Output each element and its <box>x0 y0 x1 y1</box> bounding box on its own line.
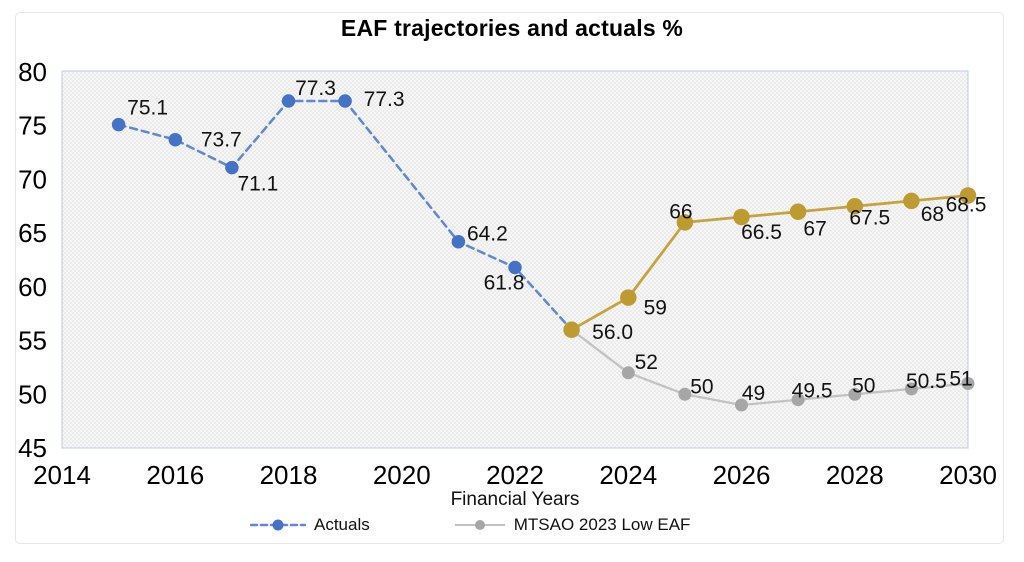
y-tick-label: 55 <box>18 326 47 356</box>
data-label-actuals: 75.1 <box>127 97 168 120</box>
data-label-actuals: 71.1 <box>237 173 278 196</box>
data-point-actuals <box>225 160 239 175</box>
data-point-mtsao_low <box>678 387 692 401</box>
data-label-gold_trajectory: 68 <box>921 203 944 226</box>
y-tick-label: 80 <box>18 57 47 87</box>
data-label-gold_trajectory: 59 <box>644 297 667 320</box>
legend: Actuals MTSAO 2023 Low EAF <box>250 515 690 535</box>
data-label-actuals: 77.3 <box>295 77 336 100</box>
data-label-gold_trajectory: 67.5 <box>849 206 890 229</box>
y-tick-label: 75 <box>18 111 47 141</box>
legend-swatch-mtsao-low-icon <box>454 520 505 530</box>
chart-title: EAF trajectories and actuals % <box>340 15 684 41</box>
x-tick-label: 2022 <box>486 460 544 490</box>
x-tick-label: 2014 <box>33 460 91 490</box>
data-label-gold_trajectory: 67 <box>803 218 826 241</box>
data-point-actuals <box>281 94 296 108</box>
data-point-actuals <box>508 260 522 275</box>
x-axis-title: Financial Years <box>450 489 580 510</box>
data-label-mtsao_low: 49 <box>742 382 765 405</box>
data-point-actuals <box>451 234 466 249</box>
x-tick-label: 2026 <box>713 460 771 490</box>
data-point-mtsao_low <box>848 387 862 401</box>
data-label-mtsao_low: 50 <box>852 374 875 397</box>
data-point-gold_trajectory <box>903 192 920 210</box>
data-point-actuals <box>338 94 352 108</box>
series-line-gold_trajectory <box>570 194 970 332</box>
legend-label-mtsao-low: MTSAO 2023 Low EAF <box>513 515 691 534</box>
y-tick-label: 50 <box>18 379 47 409</box>
legend-item-actuals: Actuals <box>250 515 370 535</box>
data-label-mtsao_low: 49.5 <box>792 380 833 403</box>
series-line-actuals <box>117 99 573 332</box>
legend-item-mtsao-low: MTSAO 2023 Low EAF <box>454 515 691 535</box>
x-tick-label: 2016 <box>146 460 204 490</box>
data-point-mtsao_low <box>961 377 975 390</box>
data-point-actuals <box>168 132 183 147</box>
x-tick-label: 2028 <box>826 460 884 490</box>
y-tick-label: 45 <box>18 433 47 463</box>
data-label-mtsao_low: 50.5 <box>906 370 947 393</box>
data-point-gold_trajectory <box>563 321 580 339</box>
series-line-mtsao_low <box>570 328 970 407</box>
data-label-mtsao_low: 52 <box>635 351 658 374</box>
y-tick-label: 60 <box>18 272 47 302</box>
data-point-actuals <box>111 117 126 132</box>
data-point-mtsao_low <box>904 382 918 396</box>
x-tick-label: 2024 <box>599 460 657 490</box>
data-point-mtsao_low <box>791 393 805 407</box>
data-point-gold_trajectory <box>846 198 864 215</box>
data-label-actuals: 77.3 <box>364 88 405 111</box>
plot-area <box>61 70 969 449</box>
y-tick-label: 65 <box>18 218 47 248</box>
data-point-gold_trajectory <box>789 203 807 220</box>
data-label-actuals: 56.0 <box>592 321 633 344</box>
data-point-gold_trajectory <box>959 187 977 204</box>
data-label-mtsao_low: 51 <box>949 368 972 391</box>
legend-swatch-actuals-icon <box>250 519 306 531</box>
x-tick-label: 2020 <box>373 460 431 490</box>
data-label-mtsao_low: 50 <box>690 375 713 398</box>
data-label-actuals: 73.7 <box>201 129 242 152</box>
data-point-mtsao_low <box>621 366 635 380</box>
data-point-gold_trajectory <box>620 289 637 306</box>
x-tick-label: 2018 <box>260 460 318 490</box>
data-point-gold_trajectory <box>733 208 750 226</box>
data-point-gold_trajectory <box>676 214 694 231</box>
legend-label-actuals: Actuals <box>314 515 370 534</box>
x-tick-label: 2030 <box>939 460 997 490</box>
data-label-actuals: 64.2 <box>467 223 508 246</box>
data-label-gold_trajectory: 66.5 <box>741 221 782 244</box>
y-tick-label: 70 <box>18 164 47 194</box>
data-label-gold_trajectory: 66 <box>669 200 692 223</box>
data-label-gold_trajectory: 68.5 <box>946 194 987 217</box>
data-point-mtsao_low <box>735 398 748 412</box>
data-label-actuals: 61.8 <box>484 272 525 295</box>
